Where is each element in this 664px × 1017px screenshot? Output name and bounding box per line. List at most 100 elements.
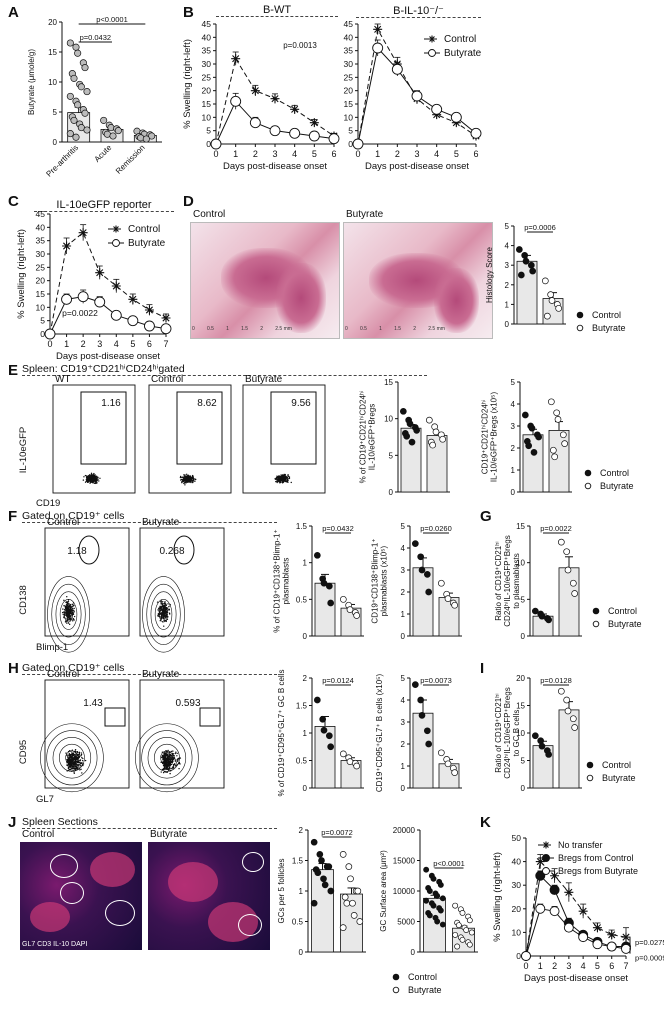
- data-point: [444, 595, 452, 602]
- data-point: [459, 910, 466, 916]
- event-dot: [185, 481, 187, 484]
- event-dot: [94, 474, 96, 476]
- data-point: [545, 616, 553, 624]
- event-dot: [77, 760, 79, 762]
- event-dot: [73, 615, 76, 618]
- data-point: [564, 887, 574, 897]
- data-point: [451, 601, 459, 609]
- event-dot: [157, 607, 160, 610]
- event-dot: [186, 476, 188, 478]
- data-point: [148, 132, 156, 140]
- facs-gate-value: 1.18: [67, 546, 87, 557]
- event-dot: [281, 477, 283, 480]
- chart-e1: 0 5 10 15 % of CD19⁺CD21ʰⁱCD24ʰⁱ IL-10/eGFP⁺B…: [359, 378, 450, 497]
- p-value-h1: p=0.0124: [322, 676, 354, 685]
- facs-gate: [80, 391, 127, 465]
- y-tick-label: 0: [505, 320, 510, 329]
- data-point: [592, 923, 602, 933]
- x-tick-label: 2: [552, 961, 557, 971]
- y-axis-label: GC Surface area (μm²): [379, 850, 388, 932]
- event-dot: [192, 475, 194, 477]
- event-dot: [87, 481, 90, 483]
- data-point: [74, 101, 82, 109]
- chart-e2: 0 1 2 3 4 5 CD19⁺CD21ʰⁱCD24ʰⁱ IL-10/eGFP⁺Bregs …: [481, 378, 634, 497]
- data-point: [352, 138, 364, 150]
- data-point: [399, 407, 407, 415]
- x-tick-label: 5: [312, 149, 317, 159]
- data-point: [425, 588, 433, 596]
- facs-plot-control: Control 1.18: [44, 517, 130, 653]
- data-point: [578, 906, 588, 916]
- data-point: [316, 851, 324, 858]
- event-dot: [166, 761, 169, 763]
- y-axis-label: CD19⁺CD95⁺GL7⁺ B cells (x10⁵): [375, 674, 384, 793]
- event-dot: [70, 767, 72, 769]
- data-point: [621, 943, 631, 954]
- panel-label-b: B: [183, 4, 194, 21]
- data-point: [549, 446, 557, 454]
- data-point: [418, 566, 426, 574]
- facs-gate-value: 0.268: [159, 546, 184, 557]
- event-dot: [191, 477, 193, 479]
- event-dot: [168, 608, 171, 611]
- event-dot: [80, 752, 83, 754]
- data-point: [451, 769, 459, 776]
- event-dot: [66, 596, 68, 598]
- e-gate-title: Spleen: CD19⁺CD21ʰⁱCD24ʰⁱgated: [22, 363, 427, 376]
- data-point: [426, 912, 433, 919]
- data-point: [392, 986, 400, 994]
- event-dot: [64, 605, 67, 608]
- y-tick-label: 1.5: [292, 857, 304, 866]
- data-point: [310, 838, 318, 846]
- scale-tick: 1: [226, 326, 229, 332]
- event-dot: [179, 479, 182, 481]
- y-axis-label: % of CD19⁺CD21ʰⁱCD24ʰⁱ: [359, 391, 368, 484]
- data-point: [346, 606, 354, 613]
- histology-control-image: [190, 222, 340, 339]
- contour-line: [55, 591, 82, 638]
- x-tick-label: 4: [114, 339, 119, 349]
- panel-label-d: D: [183, 193, 194, 210]
- event-dot: [284, 479, 287, 481]
- event-dot: [174, 763, 176, 766]
- event-dot: [63, 599, 65, 602]
- y-tick-label: 1: [505, 300, 510, 309]
- data-point: [537, 737, 545, 745]
- event-dot: [76, 758, 78, 761]
- event-dot: [80, 755, 82, 757]
- data-point: [607, 930, 617, 940]
- x-tick-label: 7: [623, 961, 628, 971]
- facs-title: WT: [55, 374, 71, 385]
- data-point: [425, 416, 433, 424]
- data-point: [592, 939, 603, 950]
- x-axis-label: Days post-disease onset: [223, 161, 327, 172]
- data-point: [327, 887, 335, 895]
- event-dot: [168, 766, 171, 769]
- data-point: [423, 897, 430, 904]
- data-point: [109, 132, 117, 140]
- data-point: [210, 138, 222, 150]
- facs-plot-butyrate: Butyrate 9.56: [242, 374, 326, 494]
- event-dot: [290, 481, 292, 484]
- event-dot: [163, 764, 166, 766]
- event-dot: [96, 478, 98, 480]
- event-dot: [74, 767, 77, 770]
- y-tick-label: 0: [401, 784, 406, 793]
- event-dot: [161, 754, 164, 757]
- event-dot: [95, 480, 97, 482]
- legend-butyrate: Butyrate: [128, 238, 166, 249]
- event-dot: [162, 611, 164, 613]
- y-tick-label: 2: [401, 588, 406, 597]
- event-dot: [68, 614, 71, 616]
- y-tick-label: 20: [344, 86, 354, 96]
- facs-title: Control: [47, 669, 79, 680]
- event-dot: [83, 476, 85, 478]
- event-dot: [166, 765, 169, 768]
- event-dot: [186, 477, 189, 479]
- p-value-j2: p<0.0001: [433, 859, 465, 868]
- event-dot: [63, 616, 65, 619]
- event-dot: [72, 752, 74, 754]
- event-dot: [70, 768, 73, 770]
- event-dot: [72, 620, 74, 622]
